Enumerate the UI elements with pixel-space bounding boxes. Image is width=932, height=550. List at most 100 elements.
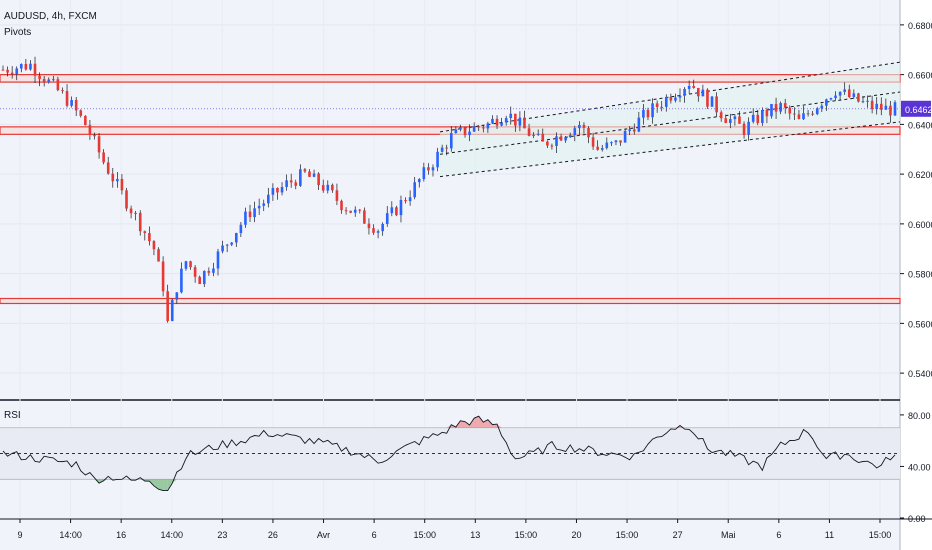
candle-body (683, 88, 686, 96)
candle-body (234, 233, 238, 243)
candle-body (742, 123, 746, 135)
candle-body (646, 109, 650, 118)
candle-body (331, 184, 334, 191)
candle-body (248, 211, 252, 218)
support-resistance-zone[interactable] (0, 297, 901, 305)
support-resistance-zone[interactable] (0, 74, 901, 83)
candle-body (19, 63, 23, 69)
candle-body (463, 127, 467, 136)
price-tick-label: 0.64000 (908, 120, 932, 130)
candle-body (605, 142, 609, 149)
candle-body (614, 140, 618, 143)
time-tick-label: 16 (116, 530, 126, 540)
candle-body (793, 113, 796, 115)
candle-body (889, 105, 892, 116)
candle-body (806, 113, 810, 115)
rsi-overbought-fill (460, 420, 466, 428)
candle-body (454, 129, 458, 134)
candle-body (756, 114, 760, 124)
candle-body (271, 187, 275, 195)
candle-body (372, 228, 375, 233)
rsi-tick-label: 0.00 (908, 514, 926, 524)
candle-body (783, 103, 787, 108)
rsi-line (2, 415, 896, 492)
channel-lower-line[interactable] (439, 121, 901, 178)
candle-body (230, 242, 234, 245)
candle-body (541, 133, 545, 142)
candle-body (427, 167, 430, 171)
candle-body (587, 128, 590, 138)
candle-body (221, 245, 224, 252)
candle-body (257, 205, 261, 209)
candle-body (637, 117, 641, 132)
candle-body (317, 173, 320, 186)
candle-body (70, 99, 73, 106)
candle-body (79, 110, 83, 116)
candle-body (399, 200, 403, 216)
time-tick-label: 15:00 (869, 530, 892, 540)
candle-body (546, 141, 549, 146)
candle-body (843, 89, 846, 92)
rsi-oversold-fill (163, 479, 168, 491)
channel-mid-line[interactable] (439, 91, 901, 155)
candle-body (532, 134, 535, 136)
candle-body (120, 178, 124, 191)
candle-body (875, 103, 879, 110)
candle-body (15, 68, 19, 75)
candle-body (381, 223, 384, 232)
candle-body (244, 211, 247, 225)
candle-body (38, 75, 41, 80)
candle-body (449, 133, 453, 149)
candle-body (312, 173, 316, 177)
candle-body (138, 212, 142, 232)
candle-body (568, 135, 572, 138)
candle-body (184, 261, 188, 269)
candle-body (600, 148, 604, 150)
candle-body (294, 182, 298, 186)
candle-body (870, 100, 874, 110)
candle-body (267, 194, 270, 204)
candle-body (106, 162, 110, 174)
candle-body (390, 207, 394, 214)
candle-body (729, 119, 732, 123)
price-tick-label: 0.58000 (908, 270, 932, 280)
price-tick-label: 0.56000 (908, 319, 932, 329)
rsi-overbought-fill (474, 416, 479, 428)
time-tick-label: 23 (217, 530, 227, 540)
candle-body (797, 114, 801, 120)
candle-body (509, 113, 513, 119)
candle-body (56, 79, 60, 91)
time-tick-label: 13 (470, 530, 480, 540)
candle-body (555, 136, 558, 146)
candle-body (125, 190, 128, 209)
candle-body (225, 244, 229, 246)
candle-body (408, 197, 412, 202)
candle-body (417, 179, 421, 183)
rsi-panel-title: RSI (4, 410, 21, 421)
rsi-oversold-fill (167, 479, 173, 491)
candle-body (253, 208, 256, 218)
candle-body (770, 103, 773, 117)
candle-body (710, 96, 714, 107)
candle-body (838, 91, 842, 96)
candle-body (724, 118, 728, 123)
candle-body (212, 268, 215, 273)
candle-body (84, 115, 87, 126)
time-tick-label: Avr (317, 530, 330, 540)
indicator-label: Pivots (4, 27, 32, 38)
candle-body (363, 210, 366, 224)
candle-body (216, 251, 220, 269)
time-tick-label: 11 (825, 530, 834, 540)
candle-body (674, 97, 677, 101)
candle-body (33, 63, 37, 76)
candle-body (564, 137, 567, 141)
candle-body (148, 233, 151, 242)
time-tick-label: 6 (776, 530, 781, 540)
candle-body (559, 136, 563, 141)
candle-body (669, 96, 673, 101)
last-price-badge[interactable] (901, 100, 931, 117)
candle-body (774, 103, 778, 112)
candle-body (701, 89, 705, 97)
